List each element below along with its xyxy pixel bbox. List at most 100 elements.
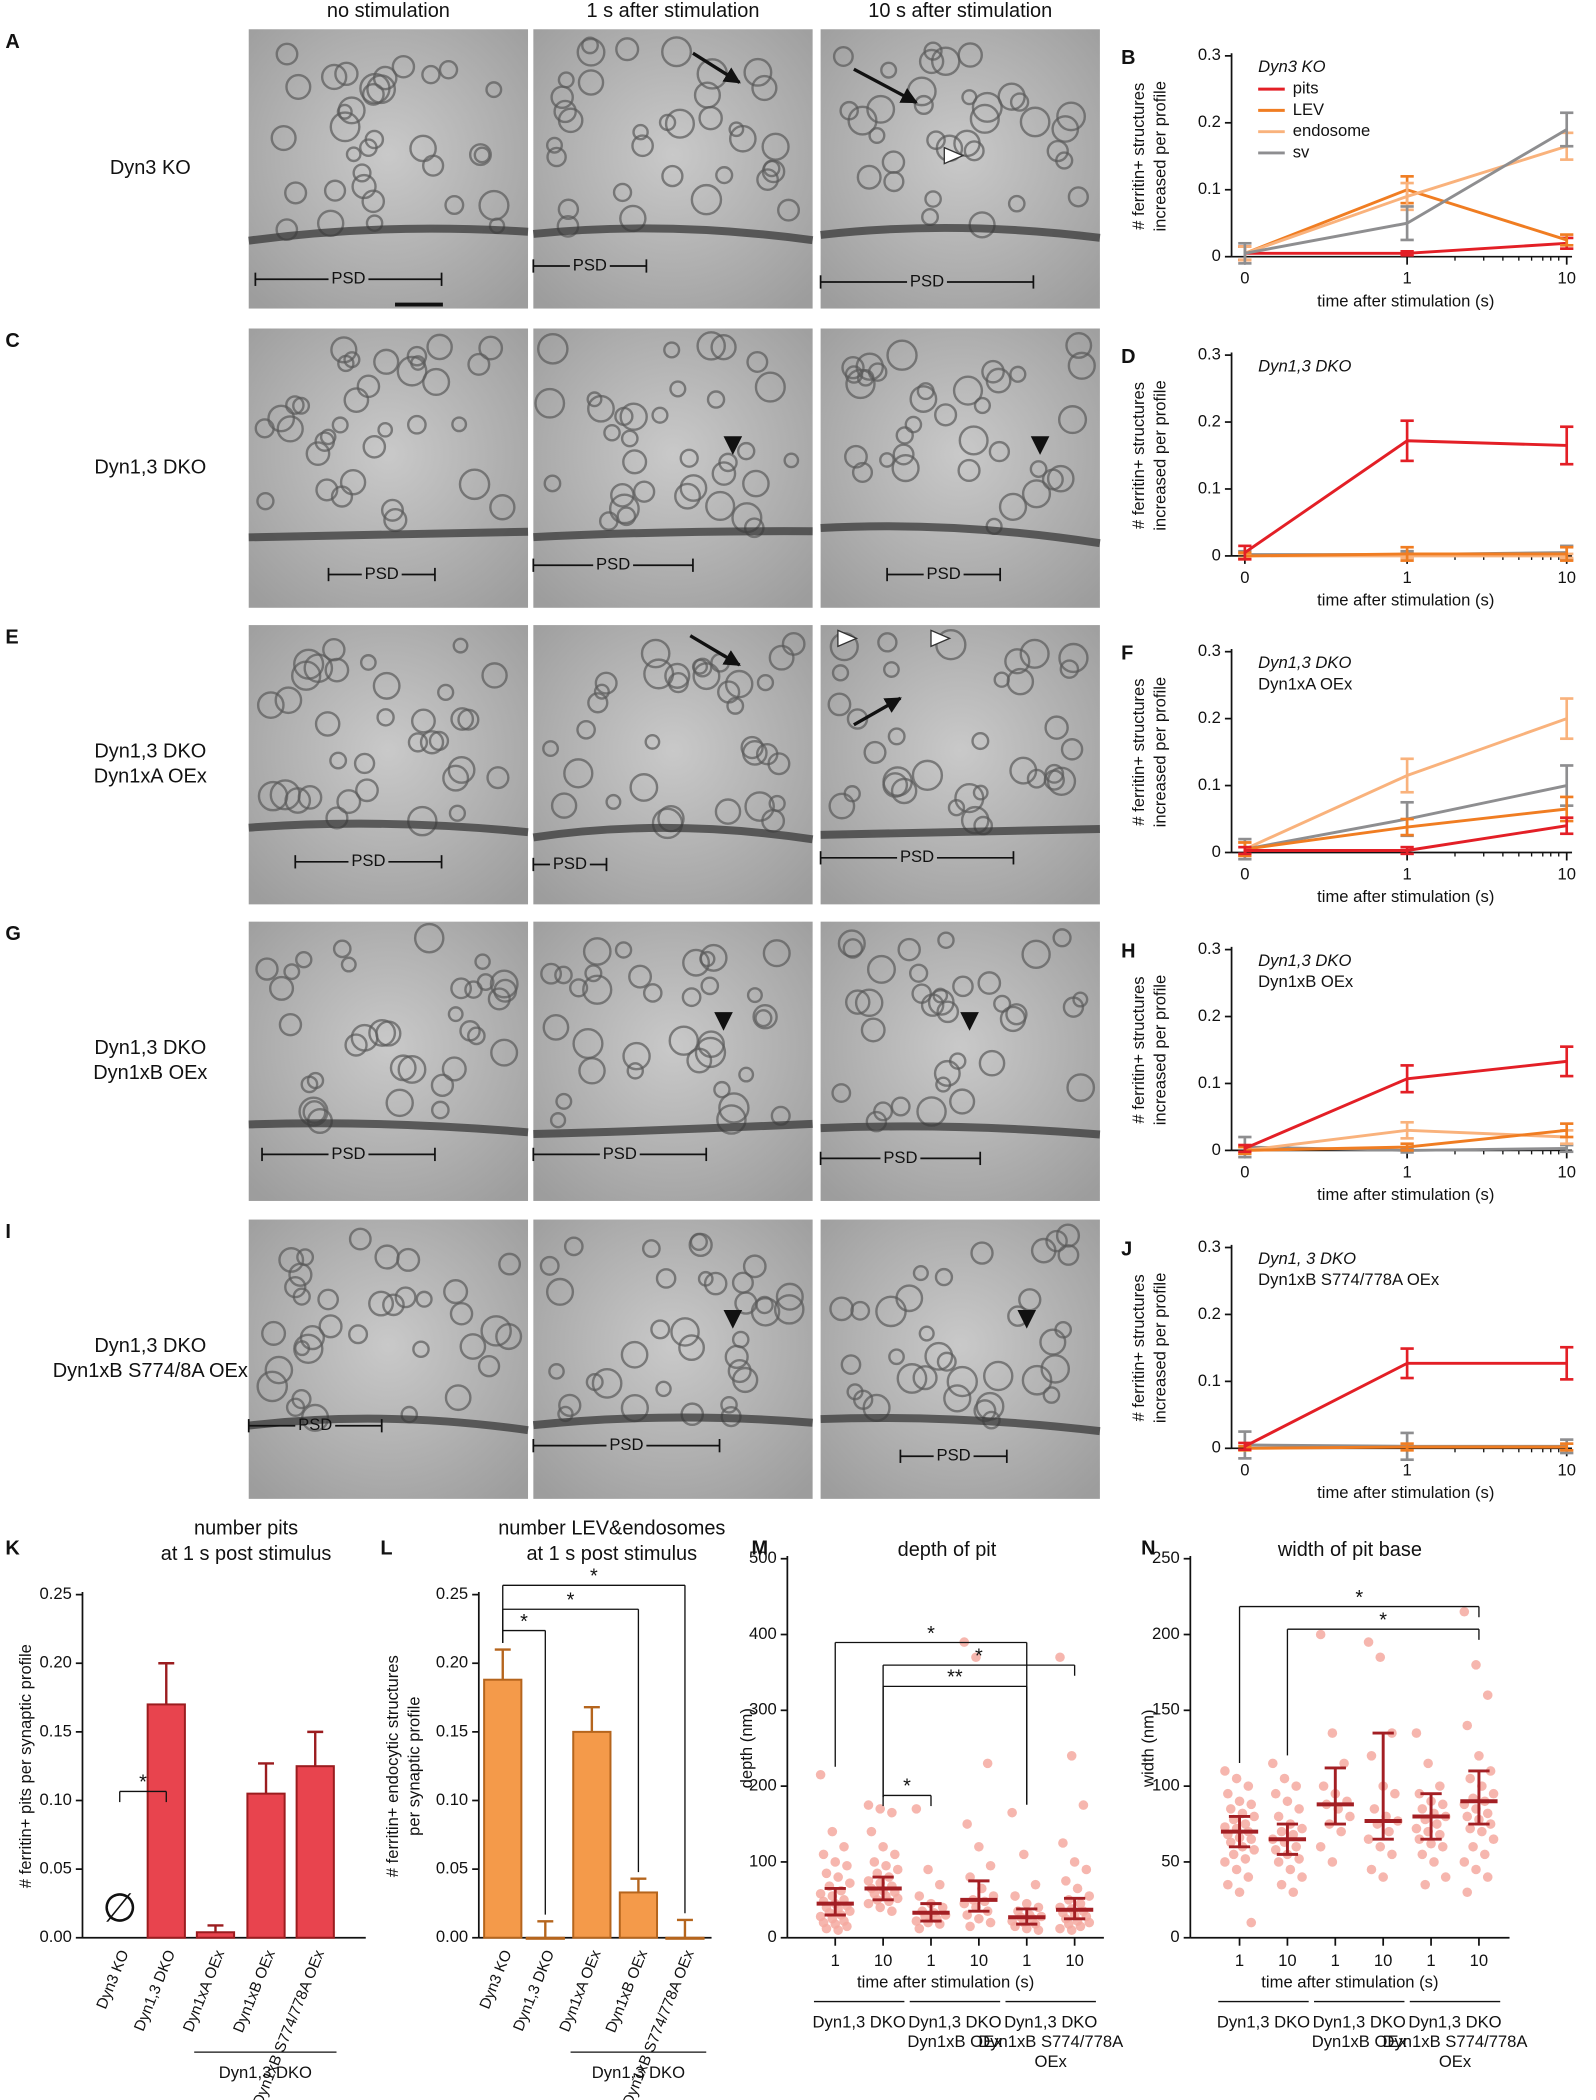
y-tick-label: 0.2 xyxy=(1198,1006,1221,1025)
vesicle xyxy=(464,980,483,999)
vesicle xyxy=(670,1317,700,1347)
vesicle xyxy=(495,1323,523,1351)
row-label: Dyn1,3 DKO xyxy=(94,740,206,762)
psd-label: PSD xyxy=(573,255,607,274)
x-tick-label: 0 xyxy=(1240,568,1249,587)
y-tick-label: 0.2 xyxy=(1198,112,1221,131)
bar xyxy=(246,1792,286,1939)
vesicle xyxy=(679,474,708,502)
vesicle xyxy=(254,418,275,439)
vesicle xyxy=(322,637,346,662)
y-tick-label: 250 xyxy=(1152,1548,1180,1567)
vesicle xyxy=(1006,667,1035,696)
data-point xyxy=(1075,1921,1086,1932)
group-label: Dyn1xB S774/778A xyxy=(1383,2032,1529,2051)
vesicle xyxy=(337,354,355,373)
row-label: Dyn3 KO xyxy=(110,157,191,179)
vesicle xyxy=(581,36,599,55)
group-label: OEx xyxy=(1439,2052,1472,2071)
vesicle xyxy=(934,403,958,427)
vesicle xyxy=(897,937,921,962)
x-tick-label: 1 xyxy=(831,1951,840,1970)
x-tick-label: 1 xyxy=(1402,1460,1411,1479)
vesicle xyxy=(356,374,381,399)
vesicle xyxy=(1009,365,1027,383)
vesicle xyxy=(300,1075,319,1094)
y-tick-label: 0.25 xyxy=(40,1584,72,1603)
arrowhead xyxy=(723,436,743,455)
vesicle xyxy=(957,42,983,68)
vesicle xyxy=(746,350,769,373)
vesicle xyxy=(545,1277,575,1306)
vesicle xyxy=(582,937,612,966)
y-tick-label: 0 xyxy=(767,1927,776,1946)
vesicle xyxy=(679,448,699,468)
data-point xyxy=(1411,1728,1422,1738)
data-point xyxy=(1369,1804,1380,1814)
data-point xyxy=(1414,1834,1425,1844)
y-tick-label: 0.15 xyxy=(436,1721,468,1740)
vesicle xyxy=(768,644,795,671)
vesicle xyxy=(452,637,469,654)
vesicle xyxy=(1019,106,1051,138)
data-point xyxy=(1010,1891,1020,1901)
vesicle xyxy=(828,792,856,820)
vesicle xyxy=(946,1365,978,1398)
data-point xyxy=(1482,1872,1493,1882)
vesicle xyxy=(603,423,621,442)
row-label: Dyn1,3 DKO xyxy=(94,456,206,478)
vesicle xyxy=(732,1366,759,1394)
vesicle xyxy=(777,198,801,222)
panel-letter: C xyxy=(5,330,19,352)
column-header: 10 s after stimulation xyxy=(868,0,1052,22)
vesicle xyxy=(447,756,476,784)
x-tick-label: Dyn1,3 DKO xyxy=(510,1948,558,2034)
data-point xyxy=(1270,1788,1281,1799)
vesicle xyxy=(340,956,357,973)
vesicle xyxy=(1007,194,1026,213)
y-tick-label: 0 xyxy=(1212,842,1221,861)
data-point xyxy=(869,1857,880,1867)
y-tick-label: 0.25 xyxy=(436,1584,468,1603)
data-point xyxy=(1058,1838,1068,1848)
vesicle xyxy=(1042,1386,1061,1404)
vesicle xyxy=(888,1348,905,1366)
arrowhead xyxy=(1017,1310,1037,1329)
data-point xyxy=(1297,1872,1307,1882)
vesicle xyxy=(594,671,618,695)
vesicle xyxy=(1046,139,1069,163)
vesicle xyxy=(851,461,874,483)
vesicle xyxy=(912,1365,938,1391)
data-point xyxy=(1459,1857,1470,1867)
vesicle xyxy=(970,1241,994,1265)
vesicle xyxy=(640,638,671,669)
vesicle xyxy=(314,711,341,737)
vesicle xyxy=(563,758,594,789)
vesicle xyxy=(610,482,635,508)
vesicle xyxy=(555,1092,573,1110)
vesicle xyxy=(293,648,325,680)
vesicle xyxy=(691,658,709,675)
data-point xyxy=(1240,1854,1251,1864)
vesicle xyxy=(550,792,578,819)
psd-label: PSD xyxy=(365,564,399,583)
vesicle xyxy=(397,1054,427,1084)
psd-label: PSD xyxy=(298,1415,332,1434)
vesicle xyxy=(868,126,886,145)
data-point xyxy=(1033,1902,1044,1913)
column-header: no stimulation xyxy=(327,0,450,22)
panel-letter: D xyxy=(1121,346,1135,368)
vesicle xyxy=(256,1370,289,1403)
x-tick-label: 1 xyxy=(926,1951,935,1970)
vesicle xyxy=(490,1038,519,1067)
data-point xyxy=(1055,1923,1065,1934)
y-tick-label: 0.3 xyxy=(1198,641,1221,660)
x-tick-label: 1 xyxy=(1426,1951,1435,1970)
vesicle xyxy=(912,1265,929,1282)
data-point xyxy=(1288,1887,1299,1898)
vesicle xyxy=(276,415,304,443)
vesicle xyxy=(845,368,876,400)
vesicle xyxy=(783,452,800,469)
vesicle xyxy=(1044,763,1065,784)
x-axis-label: time after stimulation (s) xyxy=(1317,887,1494,906)
